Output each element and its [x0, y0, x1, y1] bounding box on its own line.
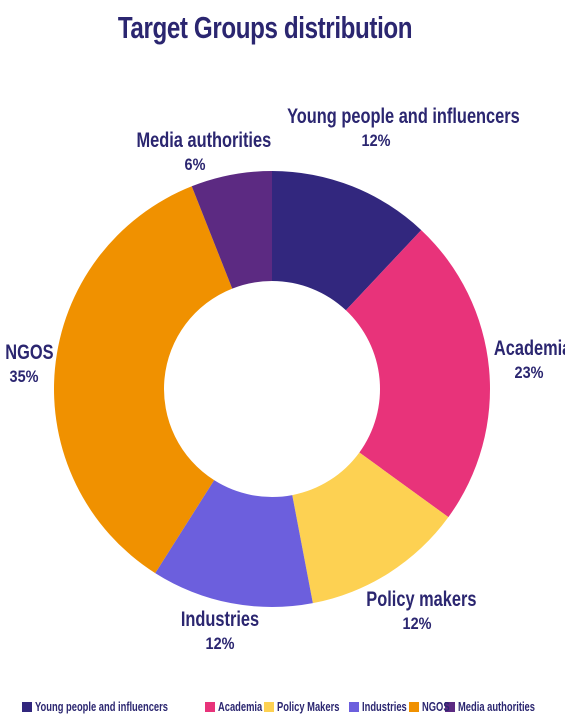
label-policy-makers: Policy makers 12% — [352, 587, 482, 635]
legend-swatch-policy-makers — [264, 701, 275, 712]
legend-swatch-industries — [348, 701, 359, 712]
label-academia: Academia 23% — [484, 336, 565, 384]
legend-label-media-authorities: Media authorities — [458, 699, 536, 714]
label-academia-name: Academia — [493, 337, 565, 360]
label-ngos-value: 35% — [9, 367, 39, 387]
legend-label-industries: Industries — [361, 699, 407, 714]
legend-item-academia: Academia — [204, 699, 262, 714]
legend-label-ngos: NGOS — [421, 699, 450, 714]
label-industries-value: 12% — [205, 634, 235, 654]
label-policy-makers-name: Policy makers — [366, 588, 477, 611]
donut-slice-industries — [155, 480, 313, 607]
donut-slice-academia — [345, 230, 491, 518]
legend-item-media-authorities: Media authorities — [445, 699, 543, 714]
label-industries: Industries 12% — [165, 607, 275, 655]
legend-item-ngos: NGOS — [408, 699, 449, 714]
chart-title: Target Groups distribution — [117, 10, 413, 45]
legend-label-young-people: Young people and influencers — [34, 699, 168, 714]
donut-slice-policy-makers — [292, 452, 449, 604]
label-academia-value: 23% — [514, 363, 544, 383]
label-media-authorities: Media authorities 6% — [120, 128, 272, 176]
label-policy-makers-value: 12% — [402, 614, 432, 634]
legend-label-academia: Academia — [217, 699, 262, 714]
legend-label-policy-makers: Policy Makers — [277, 699, 340, 714]
label-media-authorities-name: Media authorities — [136, 129, 272, 152]
legend-item-young-people: Young people and influencers — [21, 699, 198, 714]
donut-slice-ngos — [53, 186, 233, 574]
donut-slice-young-people — [272, 171, 422, 311]
legend-swatch-ngos — [408, 701, 419, 712]
legend-item-policy-makers: Policy Makers — [264, 699, 342, 714]
label-young-people-value: 12% — [361, 131, 391, 151]
label-ngos: NGOS 35% — [0, 340, 54, 388]
label-media-authorities-value: 6% — [184, 155, 206, 175]
legend-swatch-young-people — [21, 701, 32, 712]
legend-swatch-media-authorities — [445, 701, 456, 712]
chart-legend: Young people and influencers Academia Po… — [0, 699, 565, 714]
legend-swatch-academia — [204, 701, 215, 712]
label-young-people-name: Young people and influencers — [287, 105, 520, 128]
label-young-people: Young people and influencers 12% — [262, 104, 520, 152]
label-industries-name: Industries — [180, 608, 260, 631]
legend-item-industries: Industries — [348, 699, 406, 714]
label-ngos-name: NGOS — [5, 341, 54, 364]
donut-slice-media-authorities — [191, 171, 272, 289]
